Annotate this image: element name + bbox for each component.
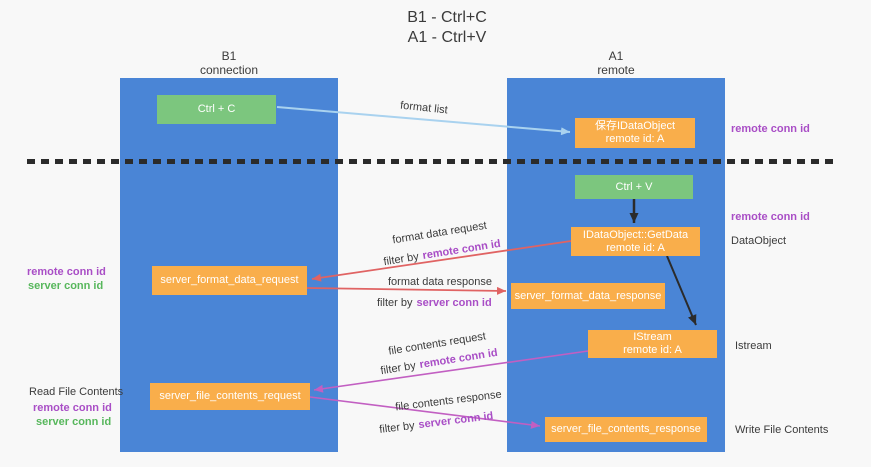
title-line2: A1 - Ctrl+V	[407, 29, 487, 46]
box-save-idataobject: 保存IDataObject remote id: A	[575, 118, 695, 148]
read-file-contents-label: Read File Contents	[29, 386, 124, 398]
filter-by-text: filter by	[379, 359, 417, 378]
filter-by-text: filter by	[377, 297, 413, 309]
getdata-line2: remote id: A	[606, 241, 665, 254]
format-list-label: format list	[399, 99, 449, 117]
left-server-conn-id-2: server conn id	[36, 416, 112, 428]
box-server-file-contents-request: server_file_contents_request	[150, 383, 310, 410]
title-line1: B1 - Ctrl+C	[407, 9, 487, 26]
box-istream: IStream remote id: A	[588, 330, 717, 358]
box-ctrl-c: Ctrl + C	[157, 95, 276, 124]
server-file-contents-request-label: server_file_contents_request	[159, 390, 301, 402]
lane-b1-role: connection	[199, 63, 259, 77]
save-idataobject-line1: 保存IDataObject	[594, 120, 676, 132]
session-divider-dashed-line	[27, 159, 833, 164]
filter-by-text: filter by	[382, 250, 420, 269]
left-remote-conn-id-1: remote conn id	[27, 266, 106, 278]
lane-a1-name: A1	[608, 49, 624, 63]
istream-line2: remote id: A	[623, 344, 682, 356]
lane-header-a1: A1 remote	[556, 49, 676, 77]
left-remote-conn-id-2: remote conn id	[33, 402, 112, 414]
box-server-file-contents-response: server_file_contents_response	[545, 417, 707, 442]
diagram-title: B1 - Ctrl+C A1 - Ctrl+V	[347, 8, 547, 48]
dataobject-label: DataObject	[731, 235, 787, 247]
right-remote-conn-id-mid: remote conn id	[731, 211, 810, 223]
server-conn-id-text: server conn id	[417, 410, 494, 432]
format-data-response-filter-label: filter by server conn id	[377, 297, 492, 310]
box-server-format-data-request: server_format_data_request	[152, 266, 307, 295]
server-file-contents-response-label: server_file_contents_response	[551, 423, 701, 435]
filter-by-text: filter by	[378, 419, 416, 436]
ctrl-v-label: Ctrl + V	[615, 180, 653, 193]
getdata-line1: IDataObject::GetData	[582, 228, 689, 241]
box-idataobject-getdata: IDataObject::GetData remote id: A	[571, 227, 700, 256]
lane-header-b1: B1 connection	[169, 49, 289, 77]
box-ctrl-v: Ctrl + V	[575, 175, 693, 199]
box-server-format-data-response: server_format_data_response	[511, 283, 665, 309]
save-idataobject-line2: remote id: A	[605, 133, 665, 145]
right-remote-conn-id-top: remote conn id	[731, 123, 810, 135]
server-conn-id-text: server conn id	[416, 297, 492, 309]
left-server-conn-id-1: server conn id	[28, 280, 104, 292]
ctrl-c-label: Ctrl + C	[197, 103, 236, 115]
write-file-contents-label: Write File Contents	[735, 424, 829, 436]
lane-a1-role: remote	[597, 63, 635, 77]
server-format-data-request-label: server_format_data_request	[160, 274, 299, 286]
server-format-data-response-label: server_format_data_response	[514, 289, 662, 302]
istream-line1: IStream	[633, 331, 672, 343]
lane-b1-name: B1	[221, 49, 237, 63]
istream-side-label: Istream	[735, 340, 772, 352]
remote-conn-id-text: remote conn id	[421, 237, 502, 263]
format-data-response-label: format data response	[388, 276, 492, 288]
